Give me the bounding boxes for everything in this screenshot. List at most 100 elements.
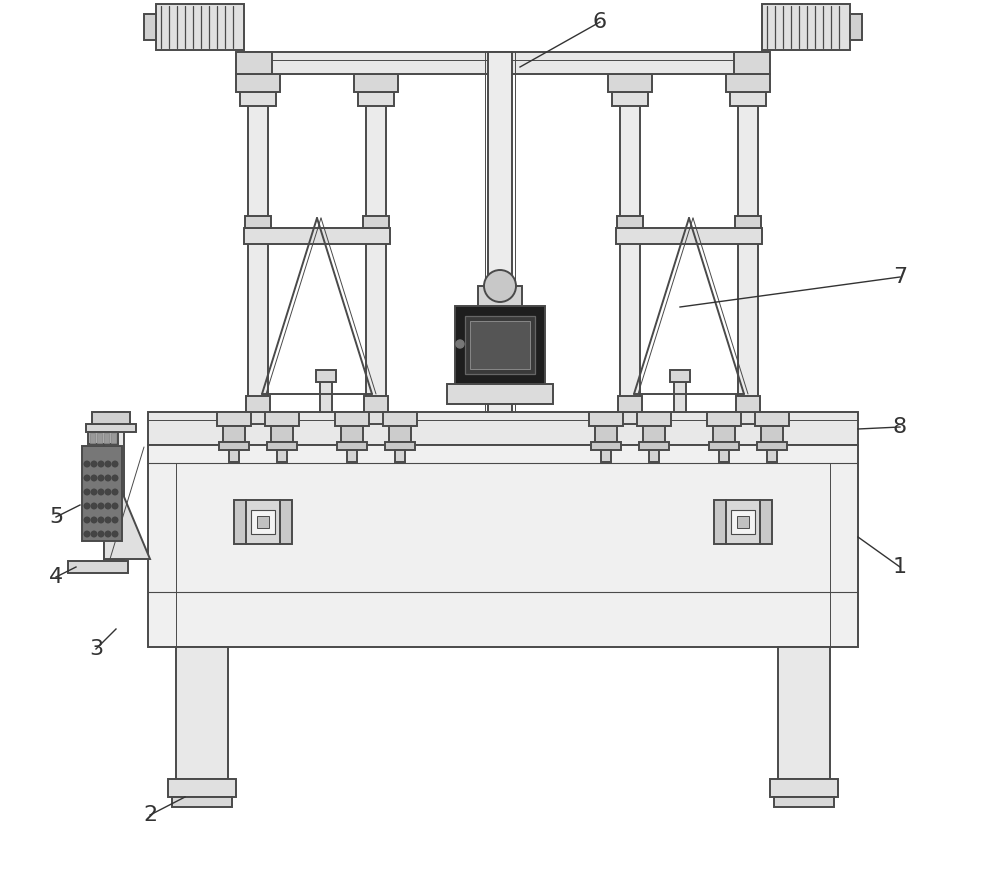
Bar	[341, 426, 363, 442]
Bar	[850, 14, 862, 40]
Bar	[670, 370, 690, 382]
Circle shape	[91, 503, 97, 509]
Bar	[612, 92, 648, 106]
Bar	[674, 382, 686, 412]
Bar	[144, 14, 156, 40]
Bar	[168, 779, 236, 797]
Bar	[240, 92, 276, 106]
Bar	[447, 384, 553, 404]
Bar	[236, 74, 280, 92]
Bar	[737, 516, 749, 528]
Bar	[617, 216, 643, 228]
Bar	[267, 442, 297, 450]
Bar	[726, 74, 770, 92]
Bar	[383, 412, 417, 426]
Bar	[219, 442, 249, 450]
Bar	[354, 74, 398, 92]
Bar	[732, 412, 764, 424]
Polygon shape	[104, 449, 150, 559]
Text: 1: 1	[893, 557, 907, 577]
Circle shape	[112, 489, 118, 495]
Bar	[608, 74, 652, 92]
Circle shape	[91, 531, 97, 537]
Bar	[242, 412, 274, 424]
Circle shape	[84, 489, 90, 495]
Bar	[335, 412, 369, 426]
Bar	[316, 370, 336, 382]
Bar	[244, 228, 390, 244]
Text: 8: 8	[893, 417, 907, 437]
Circle shape	[112, 531, 118, 537]
Bar	[265, 412, 299, 426]
Bar	[643, 426, 665, 442]
Bar	[731, 510, 755, 534]
Bar	[637, 412, 671, 426]
Bar	[148, 445, 858, 647]
Bar	[738, 92, 758, 412]
Bar	[104, 433, 109, 443]
Bar	[245, 216, 271, 228]
Bar	[736, 396, 760, 412]
Text: 5: 5	[49, 507, 63, 527]
Circle shape	[105, 461, 111, 467]
Bar	[358, 92, 394, 106]
Bar	[389, 426, 411, 442]
Bar	[762, 4, 850, 50]
Bar	[320, 382, 332, 412]
Bar	[713, 426, 735, 442]
Bar	[395, 450, 405, 462]
Bar	[176, 647, 228, 779]
Bar	[470, 321, 530, 369]
Bar	[234, 500, 246, 544]
Bar	[86, 424, 136, 432]
Bar	[337, 442, 367, 450]
Circle shape	[484, 270, 516, 302]
Bar	[591, 442, 621, 450]
Bar	[778, 647, 830, 779]
Bar	[719, 450, 729, 462]
Circle shape	[84, 503, 90, 509]
Bar	[271, 426, 293, 442]
Text: 4: 4	[49, 567, 63, 587]
Bar	[478, 286, 522, 306]
Bar	[97, 433, 102, 443]
Bar	[248, 92, 268, 412]
Bar	[366, 92, 386, 412]
Bar	[223, 426, 245, 442]
Bar	[257, 516, 269, 528]
Circle shape	[112, 461, 118, 467]
Bar	[88, 432, 118, 444]
Bar	[730, 92, 766, 106]
Circle shape	[91, 461, 97, 467]
Bar	[104, 412, 124, 559]
Bar	[735, 216, 761, 228]
Bar	[714, 500, 726, 544]
Bar	[363, 216, 389, 228]
Bar	[614, 412, 646, 424]
Bar	[229, 450, 239, 462]
Bar	[82, 446, 122, 541]
Bar	[246, 396, 270, 412]
Bar	[760, 500, 772, 544]
Bar	[465, 316, 535, 374]
Circle shape	[112, 517, 118, 523]
Circle shape	[84, 531, 90, 537]
Text: 6: 6	[593, 12, 607, 32]
Bar	[770, 779, 838, 797]
Bar	[649, 450, 659, 462]
Bar	[251, 510, 275, 534]
Bar	[707, 412, 741, 426]
Bar	[761, 426, 783, 442]
Bar	[360, 412, 392, 424]
Circle shape	[105, 475, 111, 481]
Bar	[347, 450, 357, 462]
Circle shape	[84, 517, 90, 523]
Bar	[90, 433, 95, 443]
Text: 7: 7	[893, 267, 907, 287]
Bar	[488, 52, 512, 412]
Bar	[767, 450, 777, 462]
Circle shape	[84, 461, 90, 467]
Bar	[280, 500, 292, 544]
Bar	[68, 561, 128, 573]
Text: 2: 2	[143, 805, 157, 825]
